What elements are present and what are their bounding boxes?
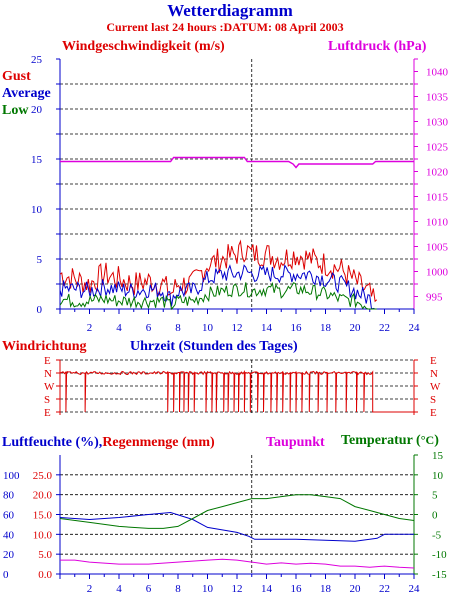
temperature-axis-close: ): [434, 433, 439, 448]
y-tick-label-left: 15: [31, 154, 43, 166]
series-line-gust: [59, 239, 378, 303]
wind-right-axis-title: Luftdruck (hPa): [328, 39, 427, 54]
dewpoint-axis-title: Taupunkt: [266, 435, 325, 450]
series-line-windrichtung: [59, 369, 414, 413]
y-tick-label-temperature: 5: [432, 490, 438, 502]
temperature-unit: °C: [421, 433, 434, 447]
x-tick-label: 4: [116, 322, 122, 334]
y-tick-label-rain: 25.0: [33, 470, 53, 482]
humidity-axis-titles: Luftfeuchte (%),Regenmenge (mm): [2, 435, 215, 450]
y-tick-label-humidity: 40: [3, 529, 15, 541]
y-tick-label-left: 25: [31, 54, 43, 66]
y-tick-label-right: 1030: [426, 117, 449, 129]
y-tick-label-right: 1000: [426, 267, 449, 279]
temperature-axis-title: Temperatur (: [341, 433, 421, 448]
wind-left-axis-title: Windgeschwindigkeit (m/s): [62, 39, 225, 54]
x-tick-label: 10: [202, 583, 214, 595]
series-line-taupunkt: [60, 558, 415, 569]
direction-label-right: W: [430, 381, 441, 393]
direction-label-left: E: [44, 407, 51, 419]
direction-label-right: E: [430, 407, 437, 419]
x-tick-label: 2: [87, 322, 93, 334]
x-tick-label: 6: [146, 583, 152, 595]
y-tick-label-temperature: 0: [432, 510, 438, 522]
y-tick-label-humidity: 100: [3, 470, 20, 482]
legend-low: Low: [2, 103, 29, 118]
y-tick-label-rain: 20.0: [33, 490, 53, 502]
y-tick-label-humidity: 80: [3, 490, 15, 502]
x-tick-label: 18: [320, 583, 332, 595]
y-tick-label-left: 20: [31, 104, 43, 116]
humidity-axis-title: Luftfeuchte (%),: [2, 435, 102, 450]
direction-label-left: E: [44, 355, 51, 367]
x-tick-label: 12: [232, 583, 243, 595]
direction-label-right: E: [430, 355, 437, 367]
legend-average: Average: [2, 86, 51, 101]
direction-label-right: N: [430, 368, 438, 380]
x-tick-label: 20: [350, 583, 362, 595]
y-tick-label-right: 1040: [426, 67, 449, 79]
x-tick-label: 14: [261, 583, 273, 595]
direction-label-left: W: [44, 381, 55, 393]
y-tick-label-right: 1020: [426, 167, 449, 179]
x-tick-label: 16: [291, 583, 303, 595]
y-tick-label-left: 10: [31, 204, 43, 216]
x-tick-label: 10: [202, 322, 214, 334]
x-tick-label: 22: [379, 583, 390, 595]
y-tick-label-rain: 0.0: [38, 569, 52, 581]
y-tick-label-right: 1035: [426, 92, 449, 104]
rain-axis-title: Regenmenge (mm): [102, 435, 215, 450]
series-line-average: [59, 263, 377, 310]
series-line-luftdruck: [60, 156, 414, 169]
y-tick-label-right: 1010: [426, 217, 449, 229]
y-tick-label-right: 1025: [426, 142, 449, 154]
x-tick-label: 2: [87, 583, 93, 595]
y-tick-label-rain: 15.0: [33, 510, 53, 522]
direction-label-right: S: [430, 394, 436, 406]
direction-axis-title: Windrichtung: [2, 339, 87, 354]
wind-direction-plot: E EN NW WS SE E: [44, 355, 441, 419]
y-tick-label-right: 995: [426, 292, 443, 304]
y-tick-label-temperature: 15: [432, 450, 444, 462]
x-tick-label: 22: [379, 322, 390, 334]
x-tick-label: 18: [320, 322, 332, 334]
y-tick-label-left: 0: [37, 304, 43, 316]
y-tick-label-humidity: 60: [3, 510, 15, 522]
temperature-axis-titles: Temperatur (°C): [341, 433, 439, 448]
x-tick-label: 6: [146, 322, 152, 334]
y-tick-label-humidity: 0: [3, 569, 9, 581]
x-tick-label: 20: [350, 322, 362, 334]
y-tick-label-left: 5: [37, 254, 43, 266]
chart-subtitle: Current last 24 hours :DATUM: 08 April 2…: [106, 20, 343, 34]
y-tick-label-temperature: -10: [432, 549, 447, 561]
y-tick-label-right: 1015: [426, 192, 449, 204]
x-tick-label: 24: [409, 583, 421, 595]
series-line-low: [59, 282, 377, 311]
direction-label-left: N: [44, 368, 52, 380]
y-tick-label-temperature: -15: [432, 569, 447, 581]
x-tick-label: 16: [291, 322, 303, 334]
y-tick-label-right: 1005: [426, 242, 449, 254]
y-tick-label-rain: 5.0: [38, 549, 52, 561]
series-line-luftfeuchte: [59, 511, 414, 542]
y-tick-label-humidity: 20: [3, 549, 15, 561]
y-tick-label-rain: 10.0: [33, 529, 53, 541]
x-tick-label: 12: [232, 322, 243, 334]
x-tick-label: 8: [175, 583, 181, 595]
wind-speed-plot: 0510152025995100010051010101510201025103…: [31, 54, 449, 334]
chart-title: Wetterdiagramm: [167, 1, 293, 20]
legend-gust: Gust: [2, 69, 31, 84]
y-tick-label-temperature: -5: [432, 529, 442, 541]
x-tick-label: 4: [116, 583, 122, 595]
series-line-temperatur: [59, 494, 415, 529]
time-axis-title: Uhrzeit (Stunden des Tages): [130, 339, 298, 354]
direction-label-left: S: [44, 394, 50, 406]
x-tick-label: 24: [409, 322, 421, 334]
x-tick-label: 14: [261, 322, 273, 334]
y-tick-label-temperature: 10: [432, 470, 444, 482]
x-tick-label: 8: [175, 322, 181, 334]
